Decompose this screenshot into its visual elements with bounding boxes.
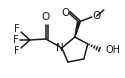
Text: F: F (13, 35, 19, 45)
Text: F: F (14, 46, 20, 56)
Text: O: O (42, 11, 50, 22)
Text: OH: OH (106, 45, 121, 55)
Text: N: N (56, 43, 64, 53)
Text: O: O (93, 11, 101, 21)
Polygon shape (75, 22, 80, 37)
Text: O: O (61, 8, 70, 18)
Text: F: F (14, 24, 20, 34)
